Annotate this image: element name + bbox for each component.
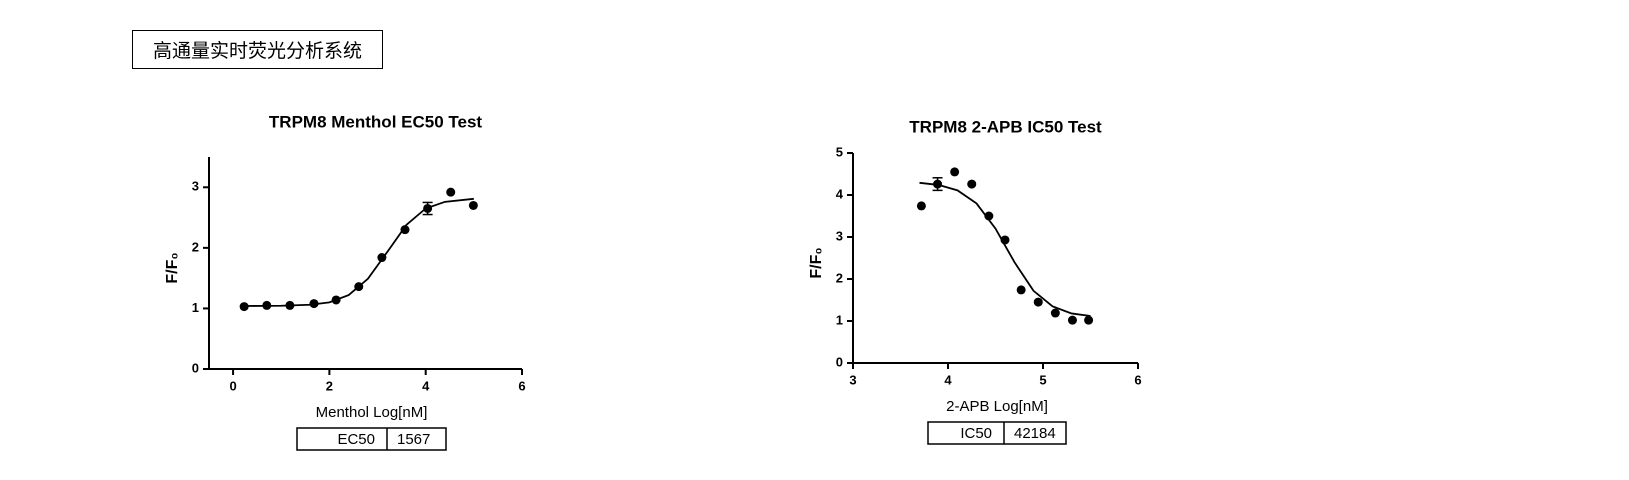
- data-point: [1016, 285, 1026, 295]
- x-tick-label: 5: [1039, 372, 1046, 387]
- data-point: [1084, 315, 1094, 325]
- y-tick-label: 3: [192, 179, 199, 194]
- data-point: [400, 225, 410, 235]
- data-point: [1000, 235, 1010, 245]
- data-point: [354, 282, 364, 292]
- data-point: [309, 299, 319, 309]
- table-value: 1567: [397, 431, 430, 448]
- data-point: [1067, 315, 1077, 325]
- data-point: [950, 167, 960, 177]
- x-tick-label: 4: [944, 372, 952, 387]
- data-point: [1033, 297, 1043, 307]
- data-point: [1050, 308, 1060, 318]
- x-axis-label: Menthol Log[nM]: [316, 404, 428, 421]
- table-label: IC50: [960, 425, 992, 442]
- y-tick-label: 3: [836, 228, 843, 243]
- y-tick-label: 0: [192, 360, 199, 375]
- chart-title: TRPM8 Menthol EC50 Test: [269, 112, 482, 131]
- x-tick-label: 6: [518, 378, 525, 393]
- x-axis-label: 2-APB Log[nM]: [946, 398, 1048, 415]
- data-point: [916, 201, 926, 211]
- x-tick-label: 4: [422, 378, 430, 393]
- y-tick-label: 2: [836, 270, 843, 285]
- result-table: [296, 427, 447, 451]
- y-tick-label: 0: [836, 354, 843, 369]
- table-label: EC50: [337, 431, 375, 448]
- data-point: [285, 300, 295, 310]
- x-tick-label: 2: [326, 378, 333, 393]
- header-title: 高通量实时荧光分析系统: [132, 30, 383, 69]
- y-tick-label: 4: [836, 186, 844, 201]
- data-point: [377, 253, 387, 263]
- y-tick-label: 5: [836, 144, 843, 159]
- result-table: [927, 421, 1067, 445]
- data-point: [423, 203, 433, 213]
- y-axis-label: F/F₀: [808, 247, 825, 278]
- data-point: [331, 295, 341, 305]
- table-value: 42184: [1014, 425, 1056, 442]
- data-point: [239, 302, 249, 312]
- data-point: [984, 211, 994, 221]
- data-point: [446, 187, 456, 197]
- y-tick-label: 1: [836, 312, 843, 327]
- y-axis-label: F/F₀: [164, 252, 181, 283]
- y-tick-label: 2: [192, 239, 199, 254]
- y-tick-label: 1: [192, 300, 199, 315]
- data-point: [262, 300, 272, 310]
- fit-curve: [919, 181, 1091, 317]
- data-point: [468, 200, 478, 210]
- chart-title: TRPM8 2-APB IC50 Test: [909, 117, 1102, 136]
- data-point: [933, 179, 943, 189]
- x-tick-label: 3: [849, 372, 856, 387]
- fit-curve: [242, 197, 474, 307]
- data-point: [967, 179, 977, 189]
- x-tick-label: 6: [1134, 372, 1141, 387]
- x-tick-label: 0: [229, 378, 236, 393]
